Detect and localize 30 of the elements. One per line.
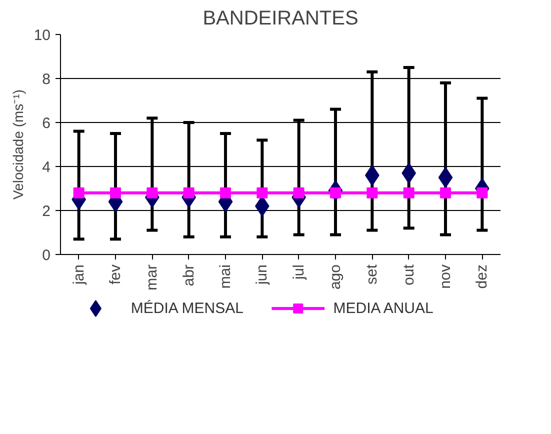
point [256, 187, 268, 198]
y-axis-title: Velocidade (ms⁻¹) [10, 89, 26, 200]
point [438, 167, 453, 188]
x-tick-label: abr [180, 264, 198, 286]
y-tick-label: 0 [42, 247, 50, 264]
x-tick-label: mar [144, 264, 161, 290]
y-tick-label: 2 [42, 203, 50, 220]
x-tick-label: jun [254, 264, 271, 286]
x-tick-label: fev [107, 264, 124, 285]
y-tick-label: 6 [42, 115, 50, 132]
x-tick-label: nov [437, 264, 454, 289]
x-tick-label: jan [70, 264, 88, 286]
x-tick-label: set [364, 264, 381, 285]
x-tick-label: dez [474, 264, 491, 289]
x-tick-label: mai [217, 264, 234, 289]
legend-label: MEDIA ANUAL [333, 300, 434, 317]
point [73, 187, 84, 198]
y-tick-label: 4 [42, 159, 50, 176]
point [366, 187, 378, 198]
point [440, 187, 451, 198]
chart-title: BANDEIRANTES [202, 8, 358, 30]
point [110, 187, 121, 198]
legend-label: MÉDIA MENSAL [130, 299, 244, 317]
x-tick-label: out [400, 264, 418, 286]
x-tick-label: jul [290, 264, 308, 281]
point [403, 187, 414, 198]
x-tick-label: ago [327, 264, 344, 290]
point [220, 187, 231, 198]
y-tick-label: 10 [34, 27, 51, 44]
y-tick-label: 8 [42, 71, 50, 88]
